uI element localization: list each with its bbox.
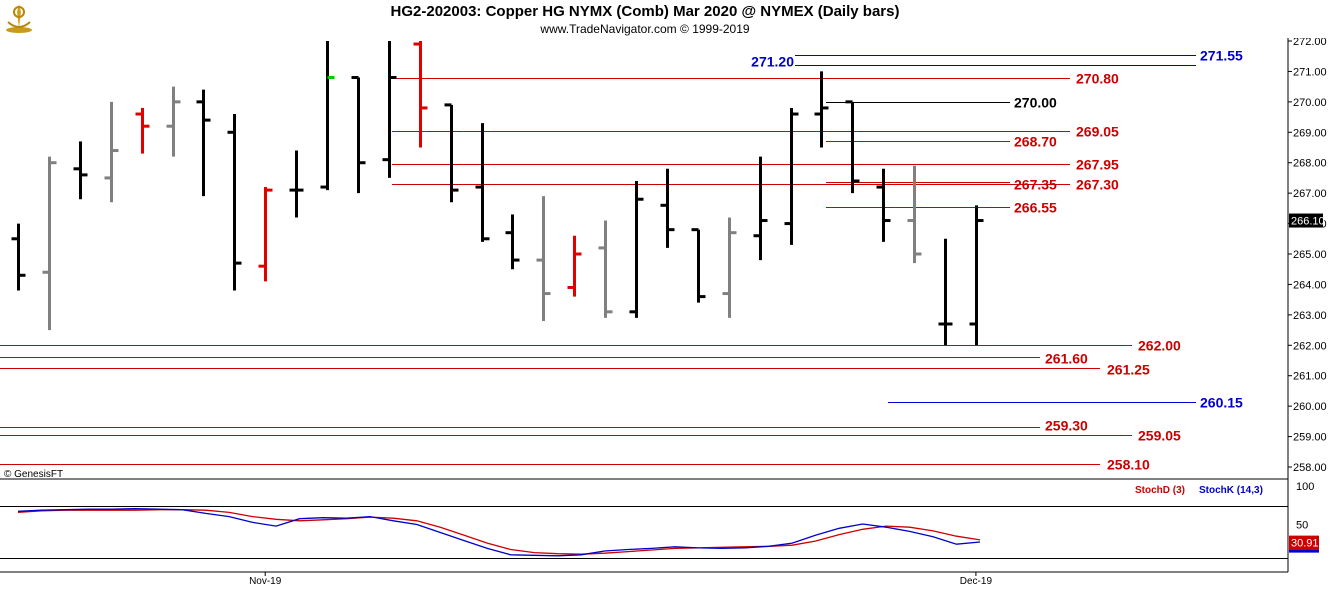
level-label: 267.95 (1076, 157, 1119, 173)
price-axis: 272.00 271.00 270.00 269.00 268.00 267.00 266.… (1288, 36, 1327, 474)
stoch-k-last-box (1289, 549, 1319, 553)
level-label: 268.70 (1014, 134, 1057, 150)
level-label: 261.60 (1045, 351, 1088, 367)
level-label: 267.30 (1076, 177, 1119, 193)
ohlc-bar (42, 156, 57, 331)
level-label: 270.80 (1076, 71, 1119, 87)
level-label: 269.05 (1076, 124, 1119, 140)
level-label: 261.25 (1107, 362, 1150, 378)
level-label: 259.30 (1045, 418, 1088, 434)
ohlc-bar (505, 214, 520, 270)
ohlc-bar (629, 180, 644, 318)
y-tick-label: 272.00 (1293, 36, 1327, 48)
stoch-last-box (1289, 535, 1319, 550)
chart-header: HG2-202003: Copper HG NYMX (Comb) Mar 20… (0, 0, 1336, 38)
y-tick-label: 260.00 (1293, 401, 1327, 413)
ohlc-bar (722, 217, 737, 318)
y-tick-label: 259.00 (1293, 432, 1327, 444)
watermark-text: © GenesisFT (4, 469, 63, 480)
ohlc-bar (814, 71, 829, 148)
level-label: 260.15 (1200, 395, 1243, 411)
ohlc-bar (567, 235, 582, 297)
stoch-tick-label: 50 (1296, 520, 1308, 532)
navigator-logo-icon (4, 2, 34, 34)
ohlc-bar (876, 168, 891, 242)
last-price-label: 266.10 (1291, 216, 1325, 228)
x-tick-label: Dec-19 (960, 576, 993, 587)
last-price-box (1289, 213, 1323, 228)
ohlc-bar (938, 238, 953, 346)
ohlc-bar (845, 100, 860, 194)
ohlc-bar (166, 86, 181, 157)
chart-frame: © GenesisFT (0, 38, 1289, 573)
ohlc-bar (320, 41, 335, 191)
y-tick-label: 263.00 (1293, 310, 1327, 322)
level-label: 266.55 (1014, 200, 1057, 216)
y-tick-label: 265.00 (1293, 249, 1327, 261)
ohlc-bar (351, 76, 366, 194)
stoch-series-line (17, 507, 981, 557)
plot-background (0, 38, 1288, 572)
ohlc-bar (969, 205, 984, 346)
level-label: 271.20 (751, 54, 794, 70)
time-axis: Nov-19 Dec-19 (249, 572, 992, 587)
ohlc-bar (289, 150, 304, 218)
y-tick-label: 267.00 (1293, 188, 1327, 200)
stoch-k-legend: StochK (14,3) (1199, 485, 1263, 496)
ohlc-bar (444, 103, 459, 203)
price-levels: 271.55 271.20 270.80 270.00 269.05 268.70 267.… (0, 48, 1243, 473)
y-tick-label: 270.00 (1293, 97, 1327, 109)
ohlc-bar (73, 141, 88, 200)
ohlc-bar (382, 41, 397, 178)
level-label: 262.00 (1138, 338, 1181, 354)
ohlc-bar (691, 228, 706, 303)
level-label: 258.10 (1107, 457, 1150, 473)
y-tick-label: 269.00 (1293, 127, 1327, 139)
chart-subtitle: www.TradeNavigator.com © 1999-2019 (540, 22, 750, 36)
ohlc-bar (907, 165, 922, 264)
ohlc-bar (227, 114, 242, 291)
ohlc-bar (598, 220, 613, 318)
ohlc-bar (660, 168, 675, 248)
y-tick-label: 268.00 (1293, 158, 1327, 170)
x-tick-label: Nov-19 (249, 576, 282, 587)
ohlc-bar (536, 196, 551, 321)
ohlc-bar (413, 41, 428, 148)
stoch-d-legend: StochD (3) (1135, 485, 1185, 496)
y-tick-label: 261.00 (1293, 371, 1327, 383)
y-tick-label: 264.00 (1293, 279, 1327, 291)
ohlc-bar (135, 107, 150, 154)
ohlc-bar (11, 223, 26, 291)
y-tick-label: 271.00 (1293, 66, 1327, 78)
level-label: 259.05 (1138, 428, 1181, 444)
stochastic-panel: 100 50 StochD (3) StochK (14,3) 30.91 (0, 481, 1319, 559)
ohlc-bar (753, 156, 768, 261)
ohlc-bar (196, 89, 211, 197)
stoch-tick-label: 100 (1296, 481, 1314, 493)
level-label: 270.00 (1014, 95, 1057, 111)
ohlc-bar (784, 107, 799, 245)
y-tick-label: 258.00 (1293, 462, 1327, 474)
level-label: 271.55 (1200, 48, 1243, 64)
ohlc-bar (104, 101, 119, 203)
ohlc-bars (11, 41, 984, 346)
y-tick-label: 262.00 (1293, 340, 1327, 352)
ohlc-bar (258, 187, 273, 282)
ohlc-bar (475, 123, 490, 242)
stoch-last-label: 30.91 (1291, 538, 1319, 550)
chart-title: HG2-202003: Copper HG NYMX (Comb) Mar 20… (390, 3, 900, 20)
